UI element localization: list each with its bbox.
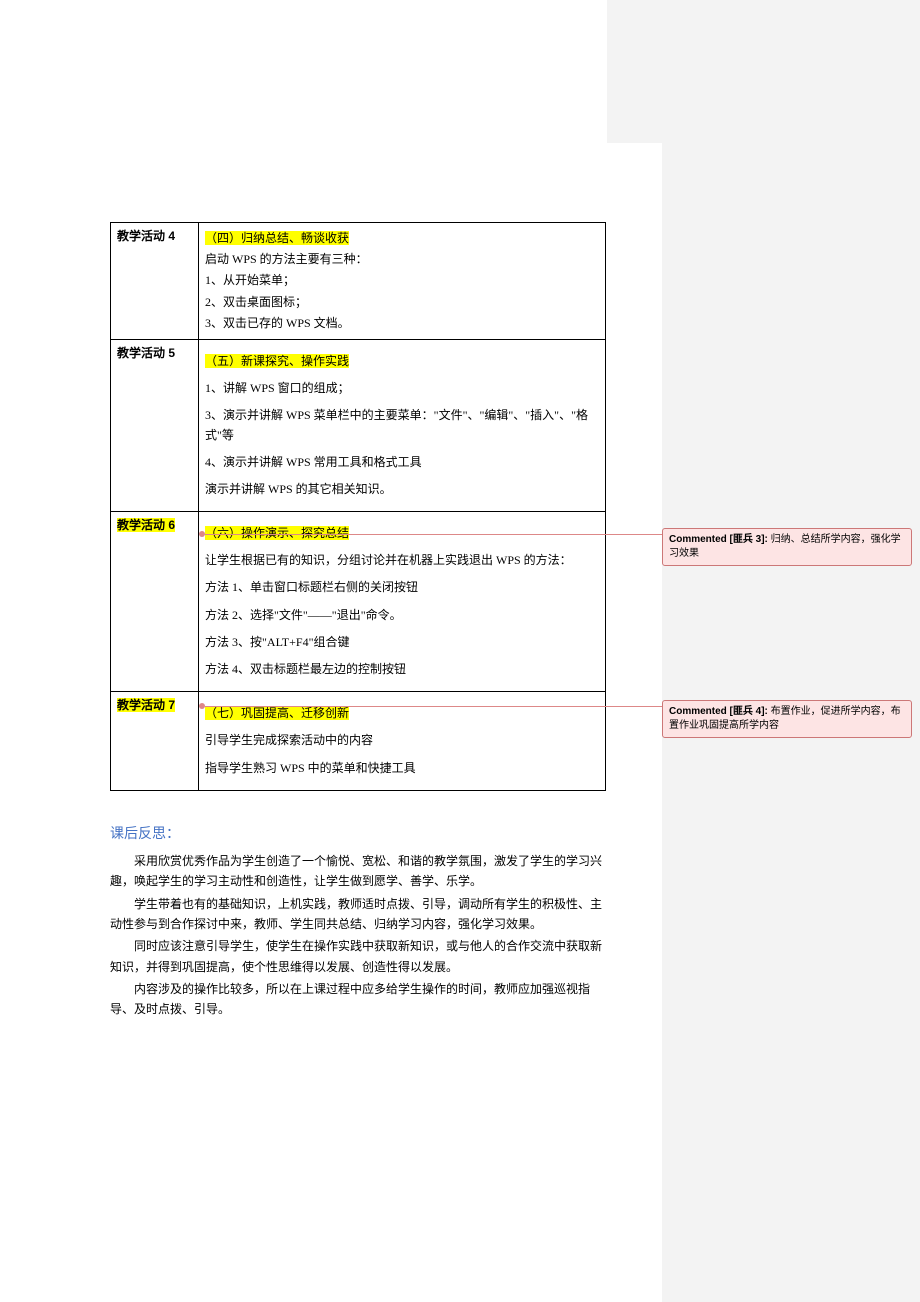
activity-line: 启动 WPS 的方法主要有三种： bbox=[205, 250, 599, 269]
main-content: 教学活动 4 （四）归纳总结、畅谈收获启动 WPS 的方法主要有三种： 1、从开始菜… bbox=[110, 222, 606, 1022]
connector-line-2 bbox=[205, 706, 662, 707]
reflection-section: 课后反思： 采用欣赏优秀作品为学生创造了一个愉悦、宽松、和谐的教学氛围，激发了学… bbox=[110, 823, 606, 1020]
activity-line: 1、讲解 WPS 窗口的组成； bbox=[205, 379, 599, 398]
activity-line: 演示并讲解 WPS 的其它相关知识。 bbox=[205, 480, 599, 499]
activity-line: 方法 1、单击窗口标题栏右侧的关闭按钮 bbox=[205, 578, 599, 597]
table-row: 教学活动 6 （六）操作演示、探究总结让学生根据已有的知识，分组讨论并在机器上实践… bbox=[111, 512, 606, 692]
activity-line: 方法 2、选择"文件"——"退出"命令。 bbox=[205, 606, 599, 625]
reflection-paragraph: 采用欣赏优秀作品为学生创造了一个愉悦、宽松、和谐的教学氛围，激发了学生的学习兴趣… bbox=[110, 851, 606, 892]
activity-line: 让学生根据已有的知识，分组讨论并在机器上实践退出 WPS 的方法： bbox=[205, 551, 599, 570]
activity-title-text: （五）新课探究、操作实践 bbox=[205, 354, 349, 368]
activity-label: 教学活动 4 bbox=[111, 223, 199, 340]
activity-content: （四）归纳总结、畅谈收获启动 WPS 的方法主要有三种： 1、从开始菜单； 2、双击… bbox=[199, 223, 606, 340]
table-row: 教学活动 4 （四）归纳总结、畅谈收获启动 WPS 的方法主要有三种： 1、从开始菜… bbox=[111, 223, 606, 340]
reflection-title: 课后反思： bbox=[110, 823, 606, 843]
activity-title: （四）归纳总结、畅谈收获 bbox=[205, 229, 599, 248]
activity-title: （五）新课探究、操作实践 bbox=[205, 352, 599, 371]
reflection-paragraph: 学生带着也有的基础知识，上机实践，教师适时点拨、引导，调动所有学生的积极性、主动… bbox=[110, 894, 606, 935]
activity-line: 引导学生完成探索活动中的内容 bbox=[205, 731, 599, 750]
comment-box: Commented [匪兵 3]: 归纳、总结所学内容，强化学习效果 bbox=[662, 528, 912, 566]
activity-title: （七）巩固提高、迁移创新 bbox=[205, 704, 599, 723]
activity-title-text: （七）巩固提高、迁移创新 bbox=[205, 706, 349, 720]
left-margin bbox=[0, 222, 110, 1022]
activity-line: 3、双击已存的 WPS 文档。 bbox=[205, 314, 599, 333]
activity-line: 方法 3、按"ALT+F4"组合键 bbox=[205, 633, 599, 652]
activity-line: 2、双击桌面图标； bbox=[205, 293, 599, 312]
reflection-paragraph: 内容涉及的操作比较多，所以在上课过程中应多给学生操作的时间，教师应加强巡视指导、… bbox=[110, 979, 606, 1020]
activity-label: 教学活动 7 bbox=[111, 692, 199, 791]
activity-content: （五）新课探究、操作实践 1、讲解 WPS 窗口的组成； 3、演示并讲解 WPS 菜… bbox=[199, 339, 606, 511]
comment-author-label: Commented [匪兵 3]: bbox=[669, 534, 768, 545]
reflection-paragraph: 同时应该注意引导学生，使学生在操作实践中获取新知识，或与他人的合作交流中获取新知… bbox=[110, 936, 606, 977]
comment-box: Commented [匪兵 4]: 布置作业，促进所学内容，布置作业巩固提高所学… bbox=[662, 700, 912, 738]
activity-label: 教学活动 6 bbox=[111, 512, 199, 692]
activity-line: 方法 4、双击标题栏最左边的控制按钮 bbox=[205, 660, 599, 679]
table-row: 教学活动 5 （五）新课探究、操作实践 1、讲解 WPS 窗口的组成； 3、演示并讲解… bbox=[111, 339, 606, 511]
activity-label-text: 教学活动 7 bbox=[117, 698, 175, 712]
activity-line: 1、从开始菜单； bbox=[205, 271, 599, 290]
activity-line: 3、演示并讲解 WPS 菜单栏中的主要菜单："文件"、"编辑"、"插入"、"格式… bbox=[205, 406, 599, 444]
activity-line: 4、演示并讲解 WPS 常用工具和格式工具 bbox=[205, 453, 599, 472]
connector-line-1 bbox=[205, 534, 662, 535]
comment-author-label: Commented [匪兵 4]: bbox=[669, 706, 768, 717]
activity-label-text: 教学活动 6 bbox=[117, 518, 175, 532]
activity-title-text: （四）归纳总结、畅谈收获 bbox=[205, 231, 349, 245]
activity-label: 教学活动 5 bbox=[111, 339, 199, 511]
activity-line: 指导学生熟习 WPS 中的菜单和快捷工具 bbox=[205, 759, 599, 778]
activity-content: （六）操作演示、探究总结让学生根据已有的知识，分组讨论并在机器上实践退出 WPS… bbox=[199, 512, 606, 692]
comments-pane bbox=[662, 0, 920, 1302]
